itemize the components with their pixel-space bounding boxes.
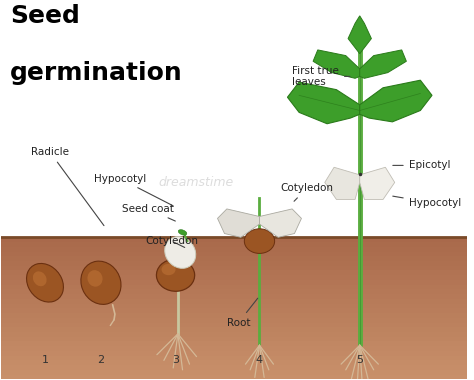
Ellipse shape [164, 237, 196, 268]
Bar [0, 341, 467, 346]
Text: Radicle: Radicle [31, 147, 104, 226]
Polygon shape [259, 209, 301, 238]
Bar [0, 369, 467, 375]
Text: Epicotyl: Epicotyl [393, 160, 450, 170]
Polygon shape [218, 209, 259, 238]
Bar [0, 293, 467, 299]
Polygon shape [325, 167, 360, 200]
Bar [0, 345, 467, 351]
Text: 3: 3 [172, 355, 179, 365]
Polygon shape [360, 80, 432, 122]
Bar [0, 251, 467, 256]
Text: Cotyledon: Cotyledon [145, 236, 198, 247]
Text: dreamstime: dreamstime [159, 176, 234, 189]
Text: germination: germination [10, 61, 183, 85]
Bar [0, 359, 467, 365]
Bar [0, 303, 467, 308]
Text: 2: 2 [97, 355, 104, 365]
Bar [0, 374, 467, 379]
Bar [0, 289, 467, 294]
Bar [0, 255, 467, 261]
Bar [0, 265, 467, 271]
Bar [0, 279, 467, 285]
Ellipse shape [27, 263, 64, 302]
Ellipse shape [244, 229, 274, 253]
Bar [0, 355, 467, 360]
Text: Hypocotyl: Hypocotyl [393, 196, 461, 208]
Bar [0, 298, 467, 304]
Bar [0, 331, 467, 337]
Ellipse shape [81, 261, 121, 304]
Bar [0, 260, 467, 266]
Ellipse shape [162, 264, 175, 275]
Text: 4: 4 [256, 355, 263, 365]
Text: Root: Root [227, 298, 258, 328]
Text: First true
leaves: First true leaves [292, 66, 350, 87]
Polygon shape [360, 167, 395, 200]
Bar [0, 246, 467, 252]
Bar [0, 270, 467, 275]
Bar [0, 317, 467, 323]
Bar [0, 237, 467, 242]
Ellipse shape [156, 259, 195, 291]
Bar [0, 312, 467, 318]
Bar [0, 274, 467, 280]
Ellipse shape [87, 270, 102, 287]
Text: Hypocotyl: Hypocotyl [94, 174, 173, 206]
Text: Seed: Seed [10, 5, 80, 28]
Bar [0, 326, 467, 332]
Polygon shape [313, 50, 360, 78]
Bar [0, 350, 467, 356]
Text: 1: 1 [42, 355, 48, 365]
Ellipse shape [33, 271, 46, 286]
Bar [0, 307, 467, 313]
Bar [0, 241, 467, 247]
Text: Seed coat: Seed coat [122, 204, 175, 221]
Bar [0, 336, 467, 342]
Polygon shape [360, 50, 406, 78]
Bar [0, 284, 467, 290]
Bar [0, 364, 467, 370]
Text: 5: 5 [356, 355, 363, 365]
Bar [0, 322, 467, 327]
Text: Cotyledon: Cotyledon [281, 183, 334, 201]
Ellipse shape [178, 230, 187, 235]
Polygon shape [348, 16, 372, 54]
Polygon shape [287, 82, 360, 124]
